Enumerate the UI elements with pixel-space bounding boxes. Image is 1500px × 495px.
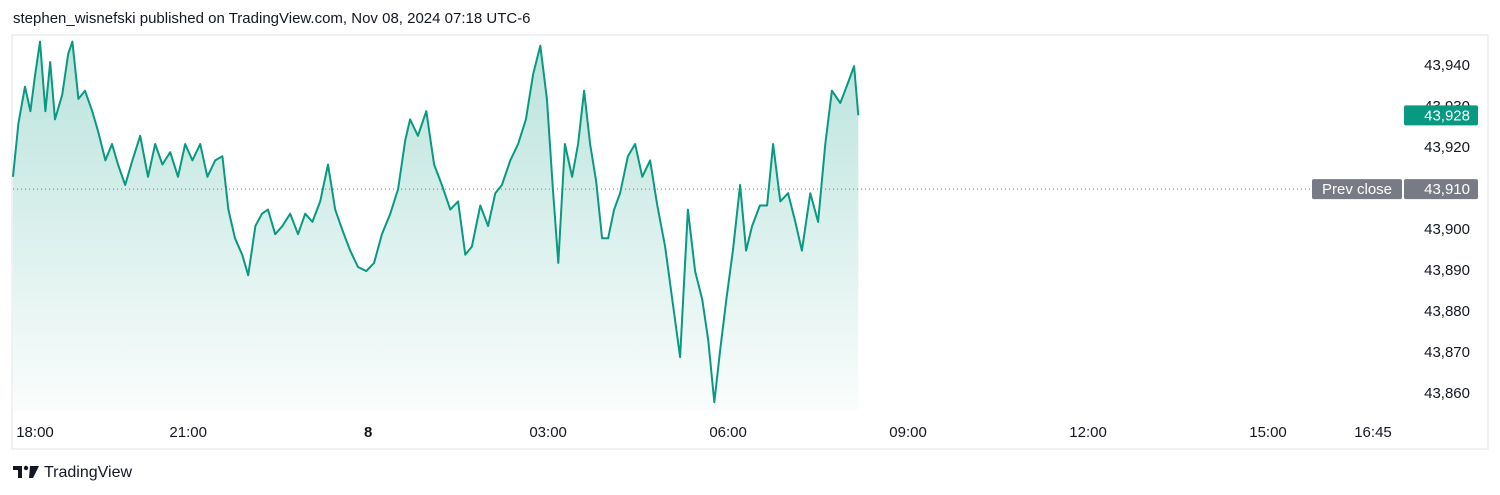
x-tick-label: 21:00 <box>169 424 207 441</box>
brand-name: TradingView <box>44 464 132 481</box>
y-tick-label: 43,880 <box>1424 303 1470 320</box>
last-price-label: 43,928 <box>1424 107 1470 124</box>
x-tick-label: 03:00 <box>529 424 567 441</box>
prev-close-name: Prev close <box>1322 181 1392 198</box>
y-tick-label: 43,920 <box>1424 139 1470 156</box>
y-tick-label: 43,870 <box>1424 344 1470 361</box>
area-fill <box>13 41 859 410</box>
x-tick-label: 8 <box>364 424 372 441</box>
x-tick-label: 15:00 <box>1249 424 1287 441</box>
chart-frame <box>11 34 1489 450</box>
x-tick-label: 18:00 <box>16 424 54 441</box>
brand-logo <box>13 465 39 478</box>
y-tick-label: 43,900 <box>1424 221 1470 238</box>
y-tick-label: 43,940 <box>1424 57 1470 74</box>
y-tick-label: 43,890 <box>1424 262 1470 279</box>
price-line <box>12 40 860 404</box>
x-tick-label: 09:00 <box>889 424 927 441</box>
chart-title: stephen_wisnefski published on TradingVi… <box>13 10 531 27</box>
y-tick-label: 43,860 <box>1424 385 1470 402</box>
prev-close-badge <box>1404 179 1478 200</box>
x-tick-label: 12:00 <box>1069 424 1107 441</box>
prev-close-label: 43,910 <box>1424 181 1470 198</box>
x-tick-label: 16:45 <box>1354 424 1392 441</box>
x-tick-label: 06:00 <box>709 424 747 441</box>
last-price-badge <box>1404 105 1478 126</box>
prev-close-tag <box>1312 179 1402 200</box>
